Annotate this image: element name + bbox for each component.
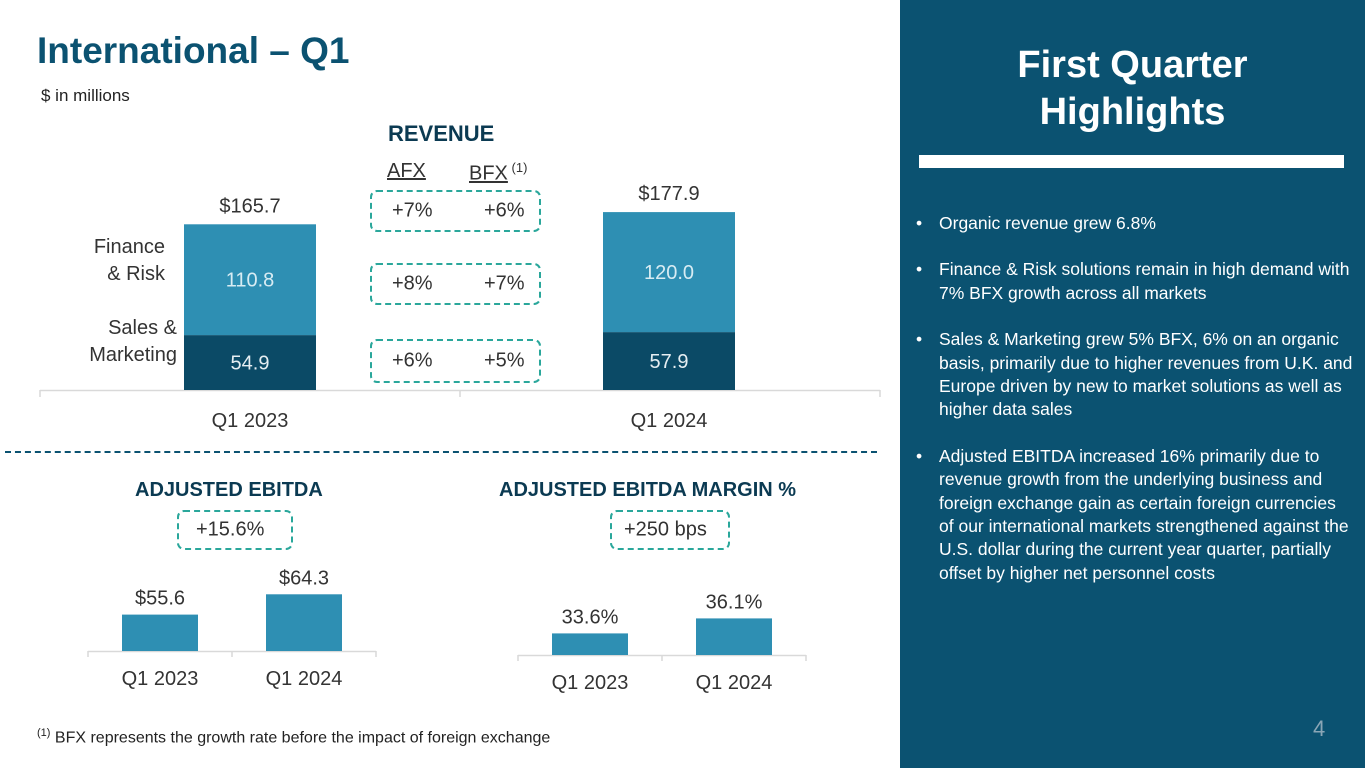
revenue-bar-sales-marketing [603, 332, 735, 390]
sales-marketing-label-text: Sales & Marketing [89, 317, 177, 366]
revenue-total-label: $177.9 [638, 183, 699, 205]
margin-growth-box: +250 bps [610, 510, 730, 550]
revenue-chart: 54.9 110.8 $165.7 Q1 2023 57.9 120.0 $177.9 Q1 … [0, 0, 900, 440]
revenue-category-label: Q1 2024 [631, 410, 708, 432]
ebitda-title: ADJUSTED EBITDA [135, 479, 323, 501]
margin-value-label: 36.1% [706, 591, 763, 613]
ebitda-category-label: Q1 2024 [266, 668, 343, 690]
growth-afx-finance-risk: +8% [392, 272, 433, 295]
bfx-header-text: BFX [469, 162, 508, 185]
page-title: International – Q1 [37, 30, 350, 71]
growth-afx-sales-marketing: +6% [392, 349, 433, 372]
ebitda-bar [122, 614, 198, 651]
margin-category-label: Q1 2023 [552, 672, 629, 694]
ebitda-growth: +15.6% [196, 518, 265, 541]
growth-box-sales-marketing: +6% +5% [370, 339, 541, 383]
margin-value-label: 33.6% [562, 606, 619, 628]
growth-bfx-total: +6% [484, 199, 525, 222]
highlight-item: Adjusted EBITDA increased 16% primarily … [916, 445, 1354, 585]
afx-header: AFX [387, 160, 426, 182]
highlights-list: Organic revenue grew 6.8% Finance & Risk… [916, 212, 1354, 608]
page-number: 4 [1313, 716, 1326, 741]
footnote-marker: (1) [37, 727, 51, 739]
ebitda-category-label: Q1 2023 [122, 668, 199, 690]
highlights-rule [919, 155, 1344, 168]
units-subtitle: $ in millions [41, 86, 130, 105]
revenue-segment-label: 54.9 [231, 353, 270, 375]
growth-afx-total: +7% [392, 199, 433, 222]
revenue-segment-label: 120.0 [644, 262, 694, 284]
ebitda-growth-box: +15.6% [177, 510, 293, 550]
revenue-segment-label: 110.8 [226, 270, 275, 292]
growth-box-finance-risk: +8% +7% [370, 263, 541, 305]
ebitda-bar [266, 594, 342, 651]
margin-title: ADJUSTED EBITDA MARGIN % [499, 479, 797, 501]
revenue-category-label: Q1 2023 [212, 410, 289, 432]
ebitda-chart: $55.6 Q1 2023 $64.3 Q1 2024 [0, 440, 450, 710]
margin-bar [552, 633, 628, 655]
revenue-title: REVENUE [388, 121, 495, 146]
revenue-bar-sales-marketing [184, 335, 316, 390]
ebitda-value-label: $64.3 [279, 567, 329, 589]
margin-growth: +250 bps [624, 518, 707, 541]
margin-category-label: Q1 2024 [696, 672, 773, 694]
revenue-total-label: $165.7 [219, 195, 280, 217]
revenue-segment-label: 57.9 [650, 351, 689, 373]
footnote: (1) BFX represents the growth rate befor… [37, 727, 550, 747]
highlight-item: Finance & Risk solutions remain in high … [916, 258, 1354, 305]
bfx-footnote-marker: (1) [511, 160, 528, 175]
footnote-text: BFX represents the growth rate before th… [50, 729, 551, 747]
bfx-header: BFX (1) [469, 160, 527, 186]
sales-marketing-label: Sales & Marketing [89, 315, 177, 369]
revenue-bar-finance-risk [184, 224, 316, 336]
margin-chart: 33.6% Q1 2023 36.1% Q1 2024 [450, 440, 900, 710]
margin-bar [696, 618, 772, 655]
growth-box-total: +7% +6% [370, 190, 541, 232]
growth-bfx-finance-risk: +7% [484, 272, 525, 295]
finance-risk-label-text: Finance & Risk [93, 236, 165, 285]
growth-bfx-sales-marketing: +5% [484, 349, 525, 372]
highlight-item: Organic revenue grew 6.8% [916, 212, 1354, 236]
highlight-item: Sales & Marketing grew 5% BFX, 6% on an … [916, 328, 1354, 422]
revenue-bar-finance-risk [603, 212, 735, 333]
highlights-title: First Quarter Highlights [1017, 44, 1248, 133]
finance-risk-label: Finance & Risk [94, 234, 165, 288]
section-divider [5, 451, 877, 453]
ebitda-value-label: $55.6 [135, 588, 185, 610]
